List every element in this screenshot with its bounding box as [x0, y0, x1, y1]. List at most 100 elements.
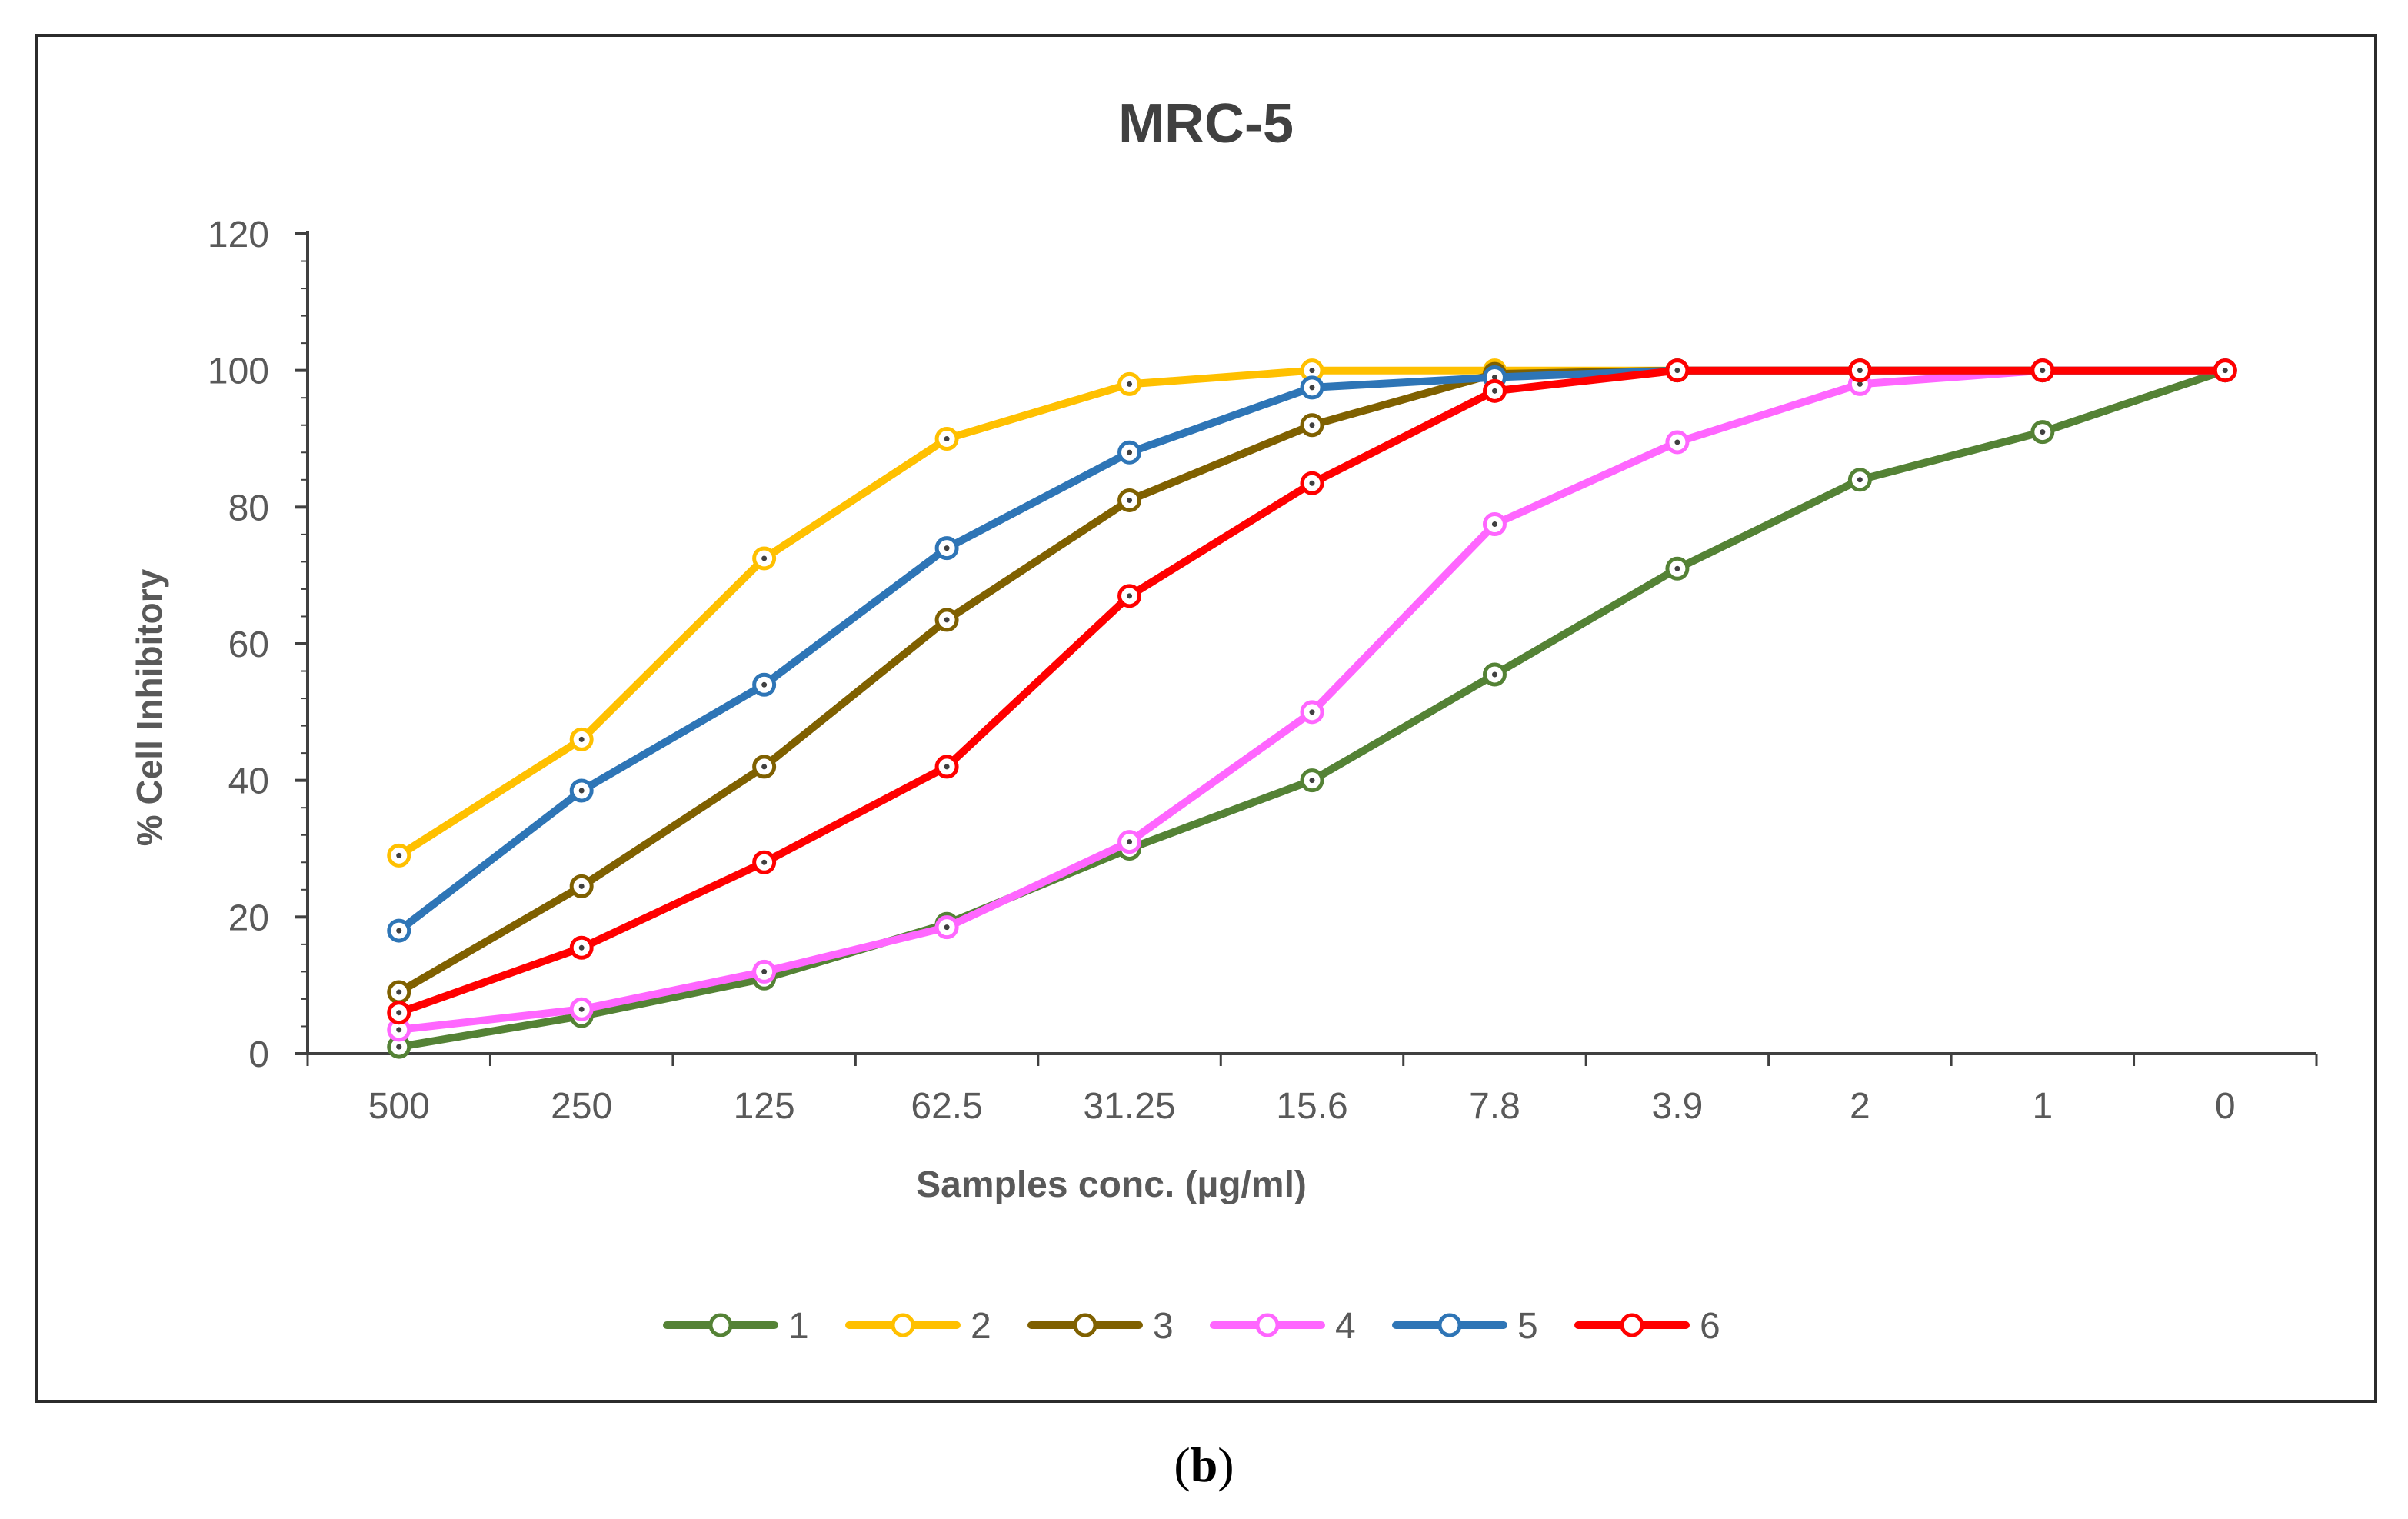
legend-swatch-marker: [1620, 1313, 1644, 1337]
data-point-center: [1491, 375, 1497, 381]
data-point-center: [1309, 778, 1315, 784]
data-point-center: [578, 944, 585, 951]
legend-item-3: 3: [1027, 1306, 1174, 1347]
data-point: [569, 727, 594, 751]
data-point: [1117, 830, 1142, 854]
data-point-center: [944, 764, 950, 770]
legend-item-4: 4: [1210, 1306, 1356, 1347]
y-tick-label: 40: [228, 761, 269, 802]
data-point: [1665, 430, 1690, 455]
data-point: [1117, 584, 1142, 608]
x-tick-label: 500: [368, 1086, 430, 1127]
data-point: [1847, 468, 1872, 492]
legend-swatch-marker: [1437, 1313, 1462, 1337]
data-point-center: [761, 764, 768, 770]
x-tick-label: 2: [1850, 1086, 1870, 1127]
data-point-center: [761, 968, 768, 974]
data-point-center: [1309, 368, 1315, 374]
data-point-center: [1309, 385, 1315, 391]
data-point: [1665, 358, 1690, 383]
data-point-center: [396, 989, 402, 995]
chart-title: MRC-5: [1118, 93, 1294, 155]
y-axis-ticks: 0 20 40 60 80 100 120: [208, 215, 308, 1075]
x-axis-ticks: 500 250 125 62.5 31.25 15.6 7.8 3.9 2 1 0: [306, 1054, 2318, 1127]
x-tick-label: 3.9: [1652, 1086, 1704, 1127]
data-point-center: [1491, 521, 1497, 528]
data-point-center: [761, 681, 768, 688]
data-point: [934, 915, 959, 940]
legend-item-2: 2: [845, 1306, 991, 1347]
series-layer: [387, 358, 2237, 1059]
legend-item-6: 6: [1574, 1306, 1720, 1347]
legend-label: 4: [1335, 1306, 1356, 1347]
data-point-center: [944, 617, 950, 623]
data-point: [934, 755, 959, 779]
data-point-center: [578, 883, 585, 889]
data-point: [752, 850, 777, 874]
x-tick-label: 62.5: [911, 1086, 982, 1127]
subfigure-label-text: b: [1190, 1437, 1218, 1492]
data-point-center: [1857, 368, 1863, 374]
series-line: [395, 366, 2230, 1034]
data-point: [387, 843, 411, 868]
data-point: [1482, 378, 1507, 403]
chart-frame: [35, 34, 2377, 1403]
series-4: [387, 358, 2237, 1042]
data-point: [1300, 375, 1324, 400]
legend-label: 2: [971, 1306, 991, 1347]
data-point: [752, 959, 777, 984]
y-tick-label: 0: [248, 1034, 269, 1075]
data-point: [1300, 700, 1324, 725]
data-point: [1665, 556, 1690, 581]
legend-swatch-marker: [1073, 1313, 1097, 1337]
x-axis-label: Samples conc. (µg/ml): [916, 1164, 1307, 1205]
data-point-center: [1491, 671, 1497, 678]
data-point-center: [761, 859, 768, 865]
data-point-center: [1674, 439, 1680, 445]
data-point-center: [2222, 368, 2228, 374]
y-tick-label: 120: [208, 215, 269, 255]
data-point-center: [761, 555, 768, 561]
data-point: [1300, 768, 1324, 793]
x-tick-label: 250: [551, 1086, 612, 1127]
data-point-center: [1674, 565, 1680, 571]
data-point-center: [396, 1027, 402, 1033]
data-point-center: [1127, 839, 1133, 845]
x-tick-label: 1: [2032, 1086, 2053, 1127]
x-tick-label: 15.6: [1276, 1086, 1347, 1127]
data-point: [569, 935, 594, 960]
data-point: [752, 755, 777, 779]
x-tick-label: 125: [734, 1086, 795, 1127]
data-point-center: [578, 1006, 585, 1012]
data-point: [387, 980, 411, 1004]
data-point: [1482, 662, 1507, 687]
subfigure-label: (b): [1174, 1437, 1234, 1492]
legend-label: 6: [1700, 1306, 1720, 1347]
y-tick-label: 60: [228, 625, 269, 665]
data-point: [1300, 471, 1324, 495]
data-point-center: [1491, 388, 1497, 394]
legend-label: 3: [1153, 1306, 1174, 1347]
data-point-center: [1127, 593, 1133, 599]
data-point: [1117, 371, 1142, 396]
data-point-center: [1309, 709, 1315, 715]
data-point-center: [396, 1044, 402, 1050]
data-point-center: [1857, 381, 1863, 387]
y-tick-label: 80: [228, 488, 269, 528]
legend-label: 1: [788, 1306, 809, 1347]
data-point-center: [396, 852, 402, 858]
data-point: [569, 778, 594, 803]
y-axis-label: % Cell Inhibitory: [129, 568, 169, 846]
data-point: [387, 1001, 411, 1025]
data-point-center: [578, 736, 585, 742]
data-point-center: [1309, 422, 1315, 428]
data-point-center: [1309, 480, 1315, 486]
data-point: [2030, 358, 2055, 383]
legend-label: 5: [1517, 1306, 1538, 1347]
data-point: [1117, 488, 1142, 512]
data-point-center: [2040, 368, 2046, 374]
data-point-center: [578, 788, 585, 794]
data-point: [2030, 420, 2055, 445]
data-point: [2213, 358, 2237, 383]
